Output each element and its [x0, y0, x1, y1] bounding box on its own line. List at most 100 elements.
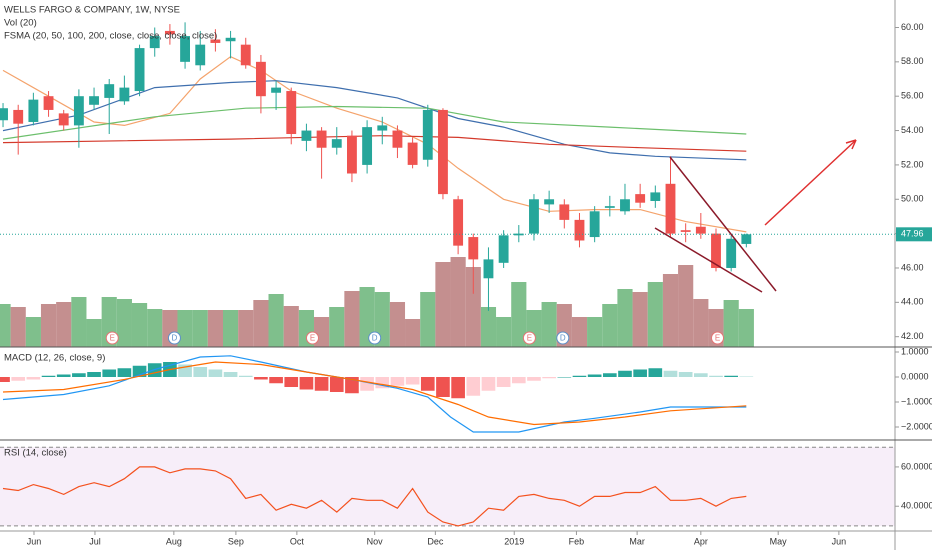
- candle-body: [316, 130, 327, 148]
- event-label: D: [560, 334, 566, 343]
- plot-layer: 42.0044.0046.0048.0050.0052.0054.0056.00…: [0, 22, 932, 546]
- volume-bar: [283, 306, 299, 347]
- arrow-head: [845, 139, 857, 150]
- last-price-box: [896, 227, 932, 242]
- volume-bar: [25, 317, 41, 347]
- candle-body: [225, 37, 236, 42]
- event-marker: [305, 331, 319, 345]
- histogram-bar: [511, 377, 526, 384]
- volume-bar: [420, 292, 436, 347]
- y-tick-label: 1.0000: [901, 346, 929, 356]
- histogram-bar: [132, 365, 147, 377]
- histogram-bar: [223, 372, 238, 377]
- rsi-line: [2, 466, 747, 527]
- event-label: E: [715, 334, 720, 343]
- candle-body: [665, 183, 676, 234]
- event-label: D: [372, 334, 378, 343]
- candle-body: [513, 233, 524, 236]
- x-tick-label: Dec: [427, 536, 444, 546]
- candle-body: [28, 99, 39, 122]
- candle-body: [240, 44, 251, 66]
- x-tick-label: Aug: [166, 536, 182, 546]
- volume-title: Vol (20): [4, 18, 37, 29]
- candle-body: [347, 135, 357, 174]
- trend-line: [669, 156, 777, 292]
- event-label: E: [310, 334, 315, 343]
- histogram-bar: [299, 377, 314, 390]
- candle-body: [574, 219, 585, 241]
- histogram-bar: [284, 377, 299, 387]
- x-tick-label: Jul: [89, 536, 101, 546]
- volume-bar: [602, 304, 618, 347]
- candle-body: [271, 87, 282, 93]
- volume-bar: [496, 317, 512, 347]
- event-marker: [167, 331, 181, 345]
- volume-bar: [131, 303, 148, 347]
- candle-body: [711, 233, 721, 268]
- histogram-bar: [633, 369, 647, 377]
- y-tick-label: −2.0000: [901, 421, 932, 431]
- volume-bar: [268, 294, 284, 347]
- chart-title: WELLS FARGO & COMPANY, 1W, NYSE: [4, 5, 180, 16]
- volume-bar: [465, 267, 481, 347]
- candle-body: [498, 235, 509, 263]
- histogram-bar: [587, 374, 602, 377]
- ma-title: FSMA (20, 50, 100, 200, close, close, cl…: [4, 31, 217, 42]
- histogram-bar: [329, 377, 344, 392]
- volume-bar: [116, 299, 132, 347]
- candle-body: [210, 39, 221, 43]
- histogram-bar: [496, 377, 511, 387]
- candle-body: [119, 87, 130, 102]
- histogram-bar: [345, 377, 359, 394]
- volume-bar: [450, 257, 466, 347]
- volume-bar: [207, 310, 223, 347]
- histogram-bar: [572, 375, 587, 377]
- candle-body: [104, 84, 115, 98]
- volume-bar: [693, 299, 709, 347]
- histogram-bar: [390, 377, 405, 386]
- histogram-bar: [724, 375, 738, 377]
- candle-body: [43, 96, 54, 110]
- candle-body: [164, 30, 175, 35]
- y-tick-label: 0.0000: [901, 371, 929, 381]
- volume-bar: [541, 302, 557, 347]
- x-tick-label: Sep: [228, 536, 244, 546]
- volume-bar: [662, 274, 679, 347]
- x-tick-label: Oct: [290, 536, 305, 546]
- candle-body: [544, 199, 555, 205]
- arrow-line: [764, 139, 857, 226]
- volume-bar: [177, 310, 193, 347]
- histogram-bar: [375, 377, 390, 389]
- histogram-bar: [466, 377, 481, 396]
- histogram-bar: [360, 377, 374, 391]
- histogram-bar: [678, 372, 693, 377]
- x-tick-label: Mar: [629, 536, 645, 546]
- candle-body: [134, 48, 145, 92]
- volume-bar: [587, 317, 603, 347]
- histogram-bar: [694, 373, 708, 377]
- candle-body: [180, 36, 190, 62]
- volume-bar: [253, 300, 269, 347]
- candle-body: [468, 237, 479, 260]
- volume-bar: [222, 310, 239, 347]
- x-tick-label: Feb: [569, 536, 585, 546]
- x-tick-label: Apr: [694, 536, 708, 546]
- volume-bar: [192, 310, 208, 347]
- volume-bar: [389, 302, 406, 347]
- candle-body: [422, 109, 433, 160]
- candle-body: [149, 36, 160, 49]
- volume-bar: [405, 319, 421, 347]
- histogram-bar: [193, 367, 208, 377]
- event-marker: [556, 331, 570, 345]
- histogram-bar: [314, 377, 329, 391]
- histogram-bar: [254, 377, 268, 380]
- histogram-bar: [451, 377, 465, 399]
- event-marker: [368, 331, 382, 345]
- y-tick-label: 44.00: [901, 297, 924, 307]
- histogram-bar: [739, 376, 754, 377]
- volume-bar: [0, 304, 11, 347]
- histogram-bar: [481, 377, 496, 391]
- histogram-bar: [208, 369, 223, 377]
- histogram-bar: [436, 377, 450, 397]
